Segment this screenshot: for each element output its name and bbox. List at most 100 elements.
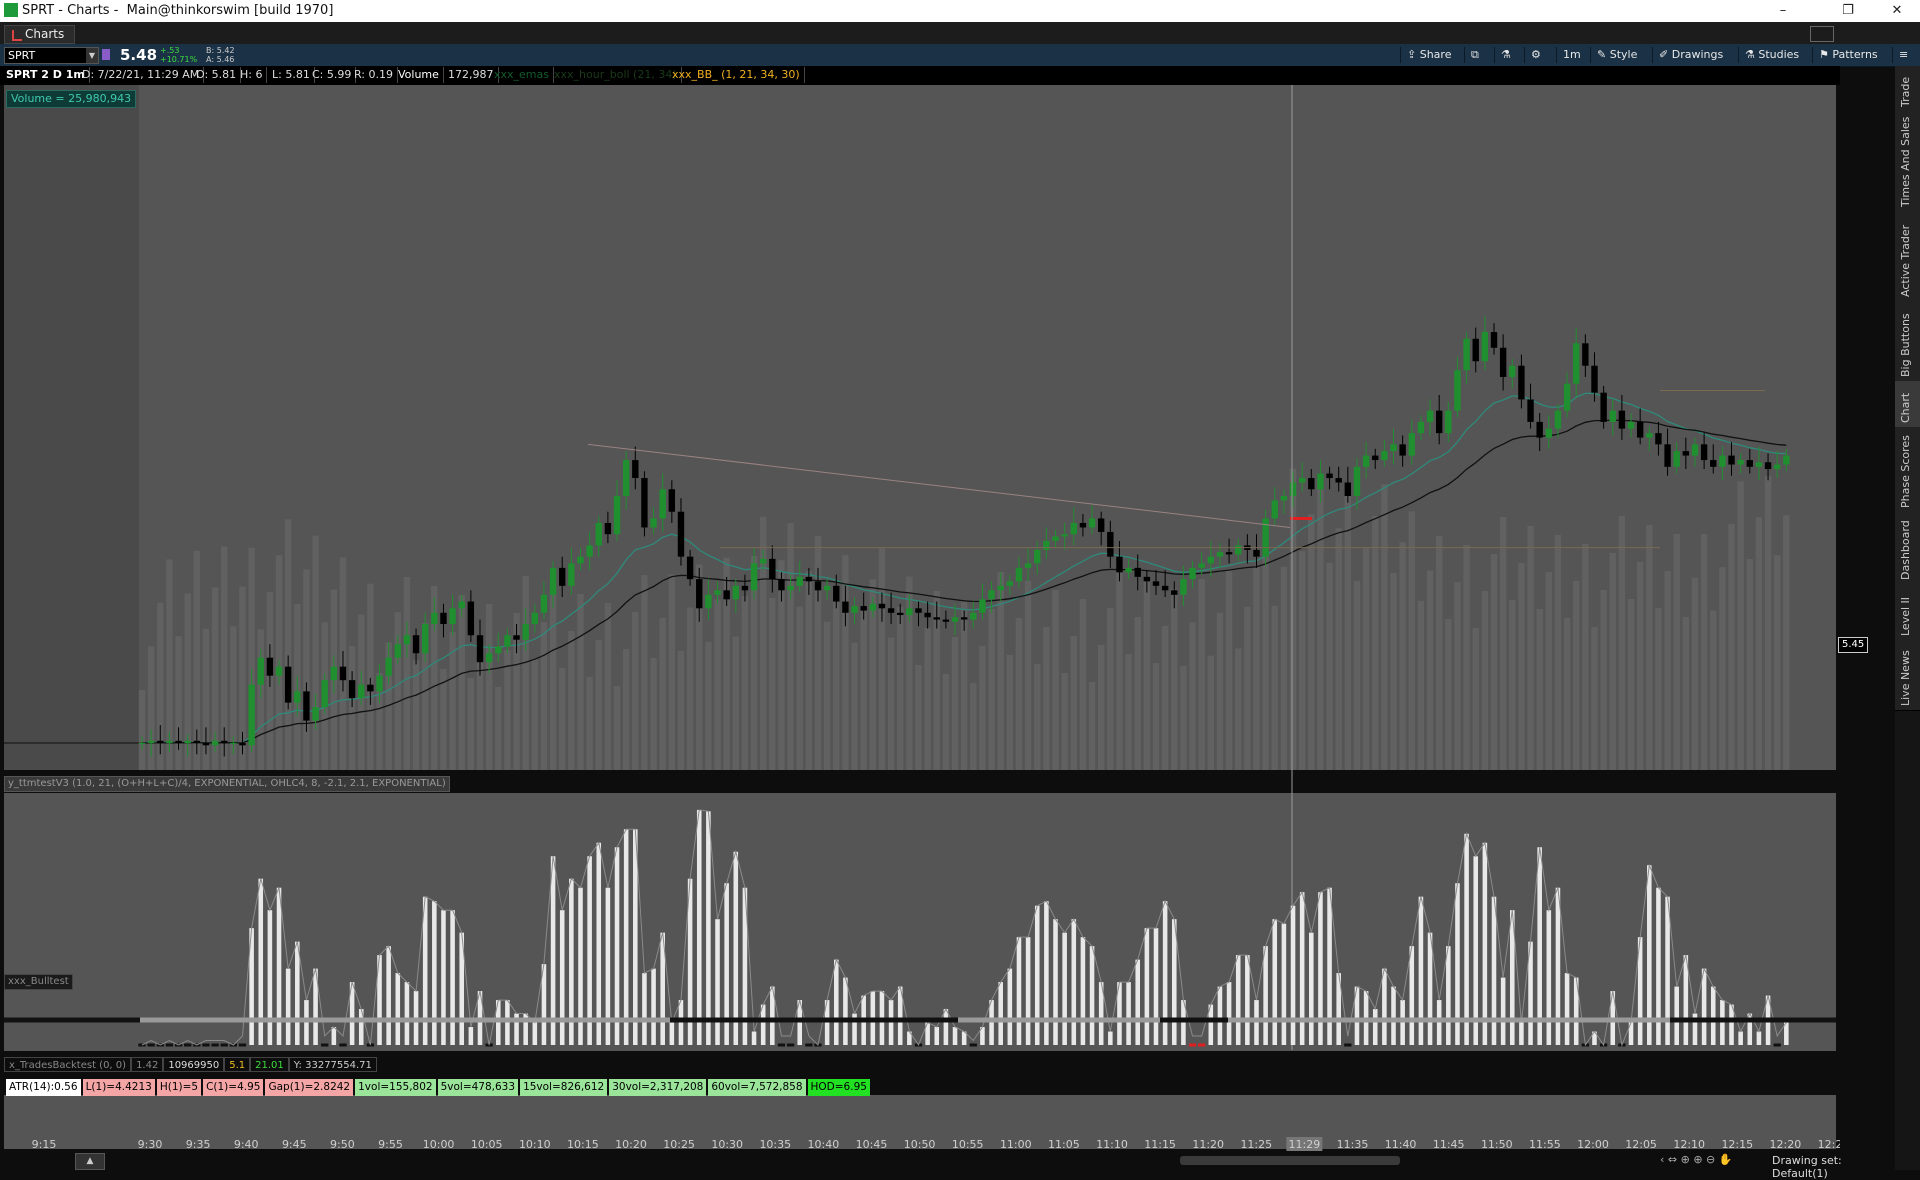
sidetab-dashboard[interactable]: Dashboard — [1895, 512, 1920, 585]
volume-bar — [1755, 517, 1763, 770]
volume-bar — [175, 636, 182, 770]
volume-bar — [1536, 609, 1543, 770]
volume-bar — [1189, 622, 1196, 770]
zoom-icons[interactable]: ‹ ⇔ ⊕ ⊕ ⊖ ✋ — [1660, 1153, 1733, 1166]
trades-title[interactable]: x_TradesBacktest (0, 0) — [4, 1057, 132, 1072]
candle-body — [312, 707, 319, 721]
sidetab-active-trader[interactable]: Active Trader — [1895, 211, 1920, 302]
horizontal-scrollbar[interactable] — [1180, 1156, 1400, 1165]
close-button[interactable]: ✕ — [1891, 3, 1903, 18]
candle-body — [175, 740, 182, 744]
sidetab-label: Level II — [1899, 596, 1912, 636]
gear-icon[interactable]: ⚙ — [1524, 47, 1547, 63]
volume-bar — [851, 642, 858, 770]
volume-bar — [1472, 628, 1479, 770]
oscillator-title[interactable]: y_ttmtestV3 (1.0, 21, (O+H+L+C)/4, EXPON… — [4, 776, 450, 792]
drawings-button[interactable]: ✐ Drawings — [1652, 47, 1729, 63]
candle-body — [1070, 522, 1077, 535]
window-layout-icon[interactable] — [1810, 26, 1834, 42]
volume-bar — [1454, 582, 1461, 770]
tab-charts[interactable]: Charts — [4, 25, 76, 44]
candle-body — [1518, 365, 1525, 400]
osc-bar — [1098, 982, 1104, 1045]
candle-body — [1710, 460, 1717, 467]
studies-label: Studies — [1758, 48, 1800, 61]
candle-body — [1198, 563, 1205, 568]
sidetab-label: Big Buttons — [1899, 313, 1912, 377]
volume-bar — [1600, 590, 1607, 770]
candle-body — [284, 666, 292, 703]
study-emas[interactable]: xxx_emas — [490, 67, 554, 83]
sidetab-phase-scores[interactable]: Phase Scores — [1895, 427, 1920, 513]
menu-icon[interactable]: ≡ — [1892, 47, 1914, 63]
candle-body — [1783, 455, 1790, 465]
volume-bar — [412, 660, 420, 770]
volume-bar — [897, 606, 904, 770]
osc-bar — [1455, 883, 1460, 1045]
volume-bar — [138, 690, 146, 770]
candle-body — [732, 585, 739, 600]
style-button[interactable]: ✎ Style — [1590, 47, 1643, 63]
ema-fast-line — [141, 392, 1787, 744]
study-hour-boll[interactable]: xxx_hour_boll (21, 34) — [550, 67, 682, 83]
volume-bar — [1435, 536, 1443, 770]
volume-bar — [230, 626, 237, 770]
sidetab-big-buttons[interactable]: Big Buttons — [1895, 301, 1920, 382]
candle-body — [257, 657, 264, 685]
sidetab-chart[interactable]: Chart — [1895, 381, 1920, 428]
time-axis-label: 10:25 — [663, 1138, 695, 1151]
flask-icon[interactable]: ⚗ — [1494, 47, 1517, 63]
volume-bar — [1390, 572, 1397, 770]
osc-bar — [888, 1000, 894, 1045]
studies-button[interactable]: ⚗ Studies — [1738, 47, 1805, 63]
symbol-selector[interactable]: SPRT ▼ — [4, 47, 99, 64]
candle-body — [915, 608, 922, 613]
volume-bar — [348, 645, 356, 770]
expand-panel-icon[interactable]: ▲ — [75, 1153, 105, 1170]
screenshot-icon[interactable]: ⧉ — [1464, 47, 1485, 63]
osc-bar — [331, 1027, 337, 1045]
candle-body — [421, 624, 429, 654]
candle-body — [504, 635, 511, 647]
volume-bar — [1353, 580, 1361, 770]
study-bb[interactable]: xxx_BB_ (1, 21, 34, 30) — [668, 67, 805, 83]
sidetab-level-ii[interactable]: Level II — [1895, 584, 1920, 641]
candle-body — [805, 576, 813, 582]
time-axis-label: 9:40 — [234, 1138, 259, 1151]
sidetab-trade[interactable]: Trade — [1895, 66, 1920, 112]
chart-area[interactable]: 7.87.67.47.276.86.66.46.265.85.65.45.257… — [0, 85, 1840, 1165]
maximize-button[interactable]: ❐ — [1842, 3, 1854, 18]
volume-bar — [1107, 608, 1114, 770]
volume-bar — [759, 516, 767, 770]
candle-body — [495, 646, 502, 654]
patterns-button[interactable]: ⚑ Patterns — [1812, 47, 1884, 63]
volume-bar — [686, 607, 694, 770]
drawing-set-label[interactable]: Drawing set: Default(1) — [1772, 1154, 1842, 1180]
volume-bar — [193, 550, 201, 770]
sidetab-times-and-sales[interactable]: Times And Sales — [1895, 111, 1920, 212]
candle-body — [723, 590, 730, 600]
share-button[interactable]: ⇪ Share — [1400, 47, 1457, 63]
volume-bar — [1262, 525, 1269, 770]
chevron-down-icon[interactable]: ▼ — [86, 48, 98, 63]
volume-bar — [641, 575, 648, 770]
bulltest-title[interactable]: xxx_Bulltest — [4, 974, 73, 990]
link-color-icon[interactable] — [102, 49, 110, 60]
candle-body — [1152, 581, 1160, 586]
time-axis-label: 11:45 — [1433, 1138, 1465, 1151]
minimize-button[interactable]: – — [1779, 3, 1787, 18]
candle-body — [211, 740, 219, 746]
candle-body — [1180, 579, 1187, 595]
sidetab-label: Active Trader — [1899, 224, 1912, 297]
volume-bar — [1728, 524, 1735, 770]
sidetab-label: Trade — [1899, 76, 1912, 107]
osc-bar — [358, 1009, 364, 1045]
time-axis-label: 10:50 — [904, 1138, 936, 1151]
volume-bar — [239, 586, 246, 770]
volume-bar — [1235, 648, 1242, 770]
sidetab-live-news[interactable]: Live News — [1895, 640, 1920, 711]
volume-bar — [869, 579, 877, 770]
candle-body — [677, 511, 685, 557]
osc-bar — [797, 1000, 803, 1045]
aggregation-button[interactable]: 1m — [1556, 47, 1587, 63]
